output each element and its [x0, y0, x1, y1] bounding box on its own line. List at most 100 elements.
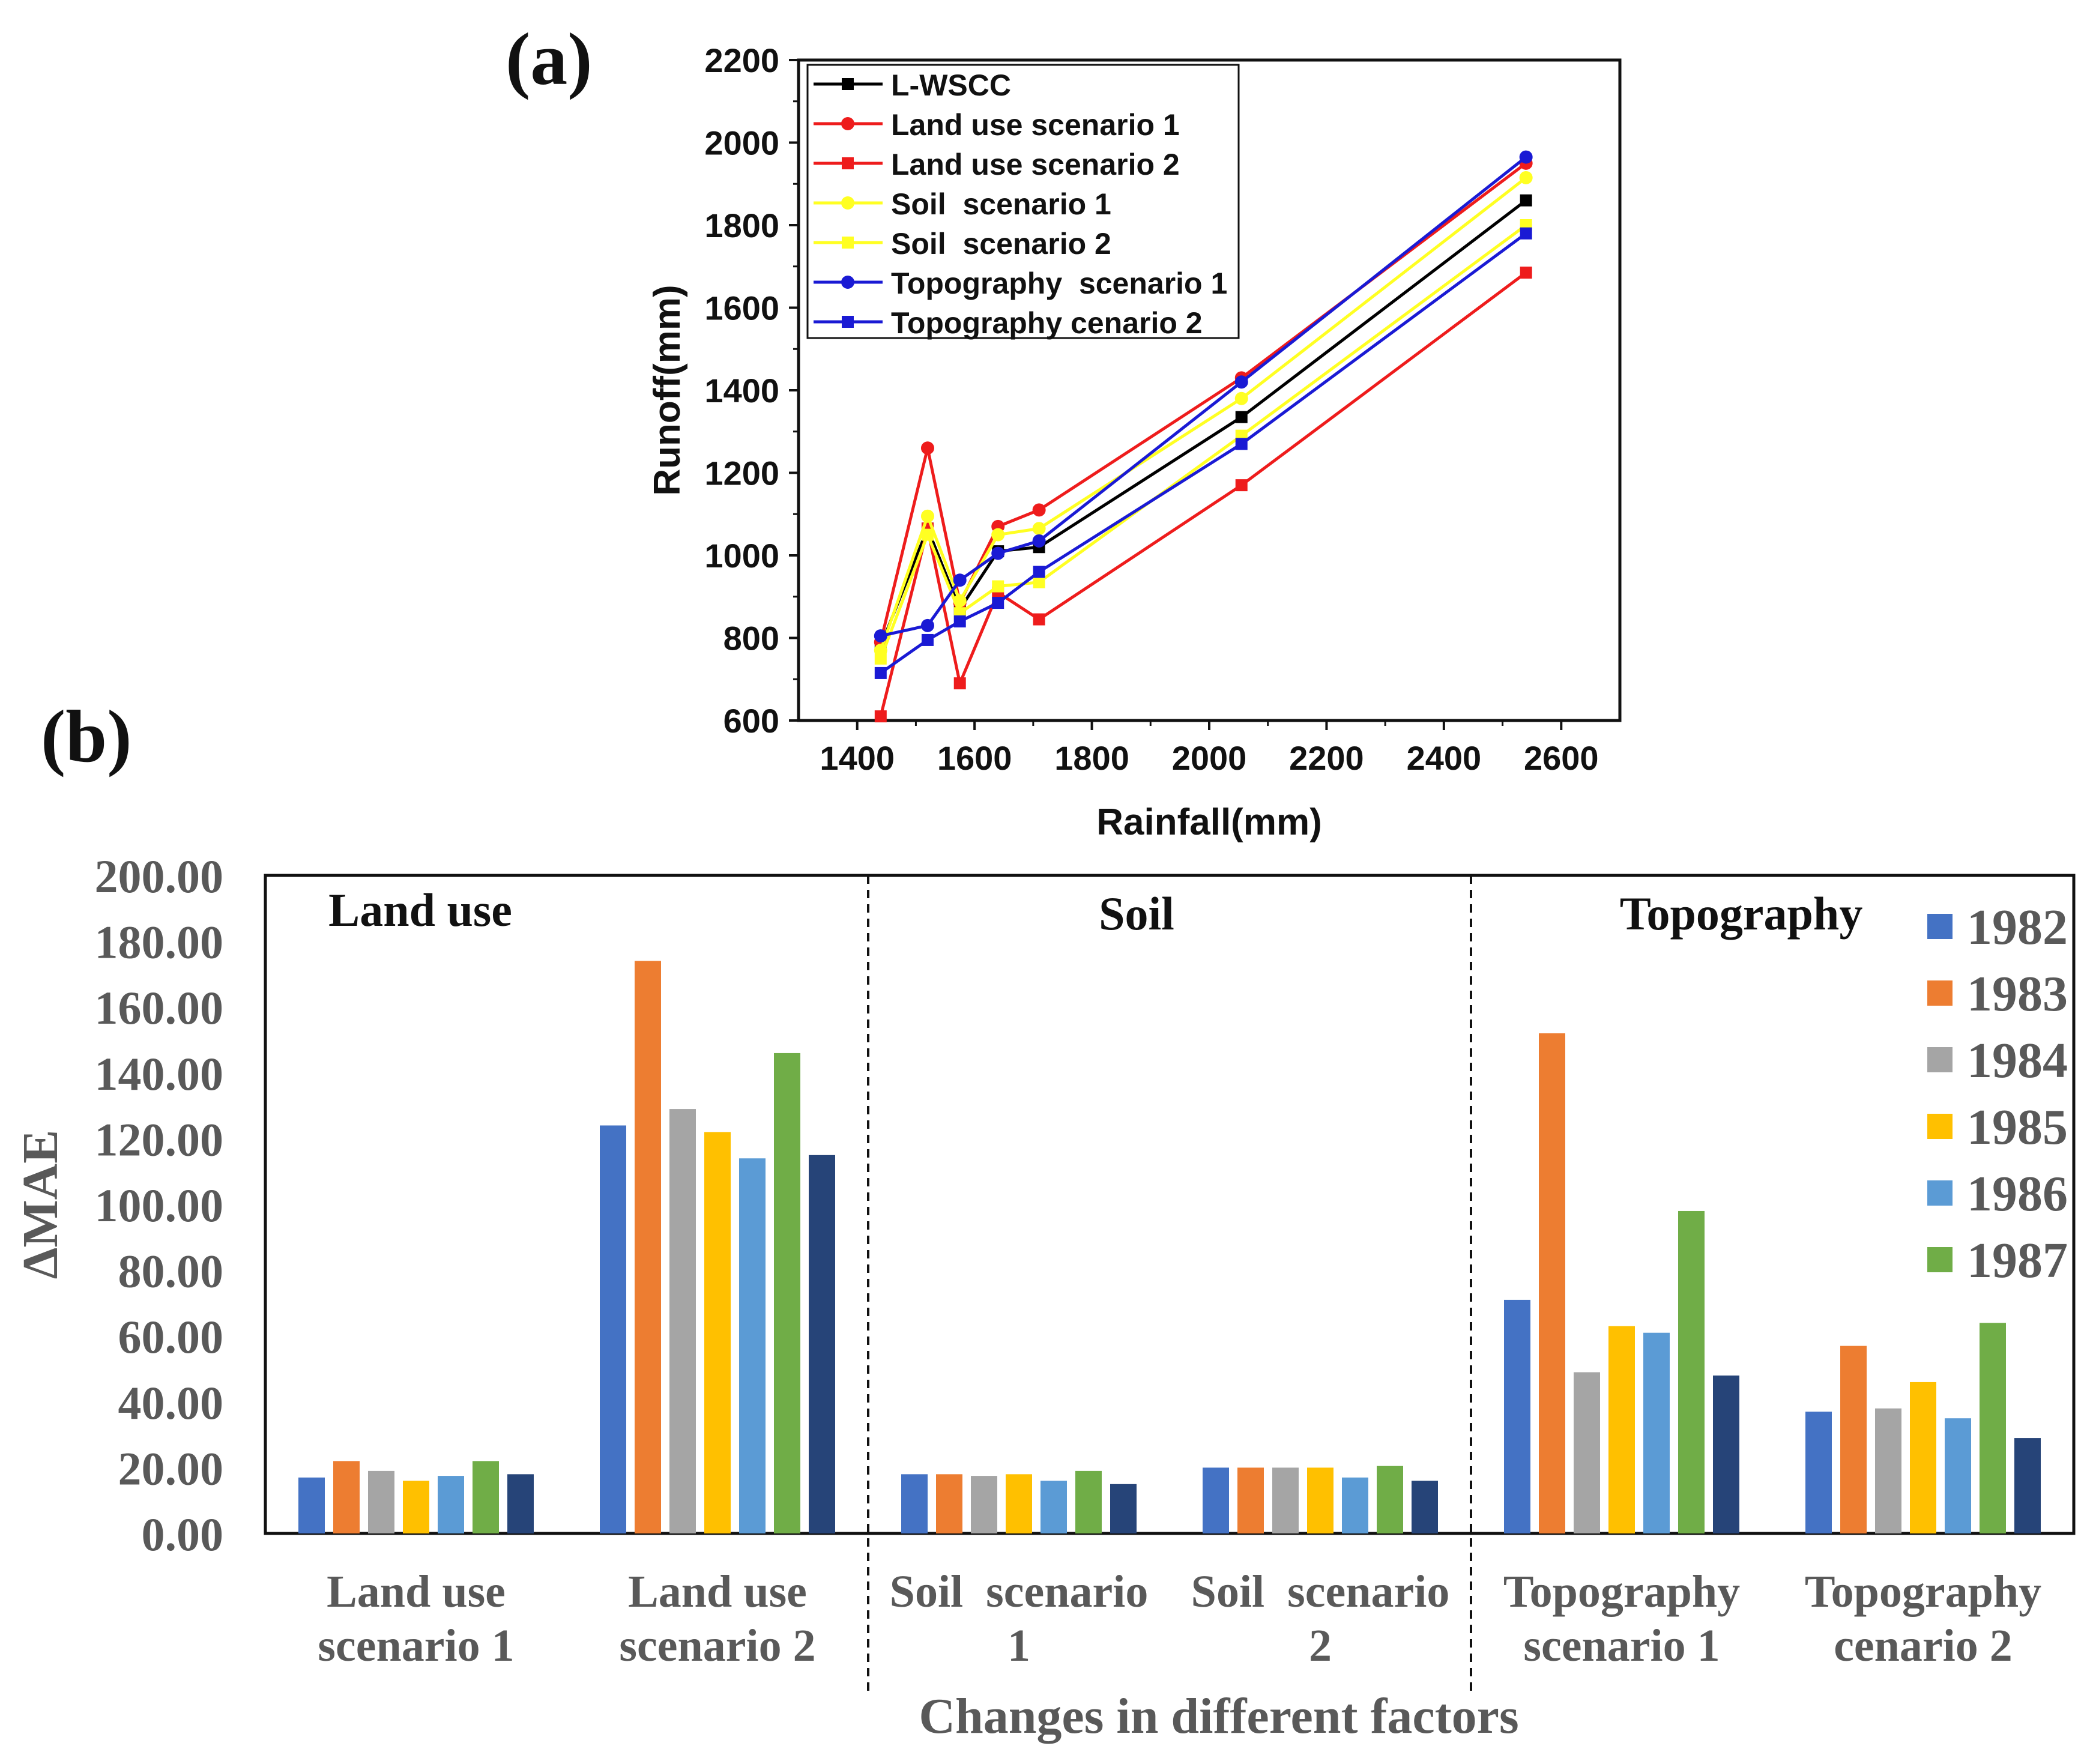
bar	[1678, 1210, 1705, 1533]
data-point-circle	[991, 528, 1005, 542]
category-label: 1	[1007, 1621, 1030, 1671]
data-point-square	[921, 633, 934, 646]
bar	[635, 961, 661, 1533]
y-tick-label-b: 100.00	[95, 1179, 224, 1231]
data-point-square	[874, 652, 887, 665]
bar	[739, 1158, 766, 1533]
bar	[1840, 1346, 1867, 1533]
bar	[2014, 1438, 2041, 1533]
data-point-circle	[920, 618, 934, 632]
data-point-circle	[1032, 534, 1046, 548]
legend-swatch	[1927, 1180, 1953, 1206]
legend-swatch	[1927, 1114, 1953, 1139]
legend-label: Topography scenario 1	[891, 267, 1227, 300]
x-tick-label-a: 2600	[1524, 739, 1599, 777]
group-label: Topography	[1620, 887, 1863, 940]
bar	[1875, 1408, 1901, 1533]
y-tick-label-a: 1600	[704, 289, 779, 327]
data-point-square	[1520, 227, 1532, 240]
bar	[600, 1125, 626, 1533]
legend-marker	[842, 237, 854, 249]
bar	[809, 1155, 835, 1533]
data-point-square	[1235, 438, 1248, 450]
group-labels-b: Land use Soil Topography	[328, 875, 1862, 1692]
legend-a: L-WSCC Land use scenario 1 Land use scenar…	[806, 64, 1240, 340]
data-point-square	[1520, 267, 1532, 279]
legend-label: Land use scenario 1	[891, 108, 1180, 142]
bar	[438, 1476, 464, 1533]
group-label: Land use	[328, 884, 512, 936]
x-tick-label-a: 1600	[937, 739, 1012, 777]
bar	[1980, 1323, 2006, 1533]
legend-label: 1985	[1967, 1099, 2068, 1155]
bar	[298, 1477, 325, 1533]
bar	[1203, 1467, 1229, 1533]
data-point-square	[1033, 566, 1045, 578]
data-point-square	[992, 597, 1004, 609]
series-lines-a	[874, 150, 1533, 723]
legend-label: 1987	[1967, 1233, 2068, 1288]
data-point-circle	[920, 441, 934, 455]
bar	[669, 1109, 696, 1533]
legend-marker	[842, 157, 854, 169]
legend-swatch	[1927, 1047, 1953, 1072]
axis-ticks-b: 0.00 20.00 40.00 60.00 80.00 100.00 120.00 140.…	[95, 850, 2042, 1671]
data-point-square	[953, 615, 966, 627]
legend-b: 1982 1983 1984 1985 1986 1987	[1927, 899, 2068, 1288]
y-tick-label-a: 1200	[704, 455, 779, 492]
y-tick-label-b: 20.00	[118, 1442, 224, 1494]
legend-marker	[841, 117, 854, 130]
y-tick-label-a: 1800	[704, 207, 779, 244]
legend-label: L-WSCC	[891, 68, 1011, 102]
data-point-square	[1033, 576, 1045, 588]
category-label: Land use	[327, 1566, 506, 1617]
bar	[1643, 1332, 1670, 1533]
category-label: scenario 1	[1523, 1621, 1720, 1671]
y-axis-label-b: ΔMAE	[13, 1130, 68, 1279]
legend-swatch	[1927, 914, 1953, 939]
legend-label: Topography cenario 2	[891, 306, 1203, 340]
x-tick-label-a: 2200	[1289, 739, 1364, 777]
y-tick-label-b: 40.00	[118, 1377, 224, 1429]
x-tick-label-a: 1800	[1054, 739, 1129, 777]
data-point-square	[992, 580, 1004, 593]
bar	[936, 1474, 962, 1533]
y-tick-label-b: 140.00	[95, 1048, 224, 1100]
data-point-circle	[1519, 171, 1533, 184]
legend-label: Soil scenario 2	[891, 227, 1111, 261]
bar	[403, 1481, 429, 1533]
legend-marker	[842, 316, 854, 328]
bar	[1412, 1481, 1438, 1533]
x-axis-label-b: Changes in different factors	[919, 1688, 1518, 1744]
y-axis-label-a: Runoff(mm)	[647, 285, 688, 495]
bar	[1237, 1467, 1264, 1533]
bar	[1075, 1470, 1102, 1533]
data-point-square	[1235, 479, 1248, 492]
y-tick-label-a: 800	[723, 620, 779, 657]
bar	[1910, 1382, 1936, 1533]
legend-swatch	[1927, 1247, 1953, 1272]
category-label: scenario 1	[318, 1621, 514, 1671]
bar	[1574, 1372, 1600, 1533]
runoff-line-chart: 1400 1600 1800 2000 2200 2400 2600 600 800 1000 12…	[647, 41, 1622, 843]
data-point-circle	[1234, 391, 1248, 405]
legend-label: 1986	[1967, 1166, 2068, 1222]
bar	[473, 1461, 499, 1533]
data-point-circle	[1519, 150, 1533, 164]
category-label: 2	[1309, 1621, 1332, 1671]
bar	[1713, 1375, 1739, 1533]
bar	[901, 1474, 928, 1533]
bar	[1006, 1474, 1032, 1533]
bar	[1945, 1418, 1971, 1533]
panel-label-a: (a)	[506, 18, 593, 100]
y-tick-label-b: 120.00	[95, 1113, 224, 1165]
data-point-square	[874, 710, 887, 723]
category-label: Topography	[1805, 1566, 2041, 1617]
y-tick-label-a: 2000	[704, 124, 779, 162]
legend-label: Land use scenario 2	[891, 148, 1180, 181]
bar	[1608, 1326, 1635, 1533]
bar	[1272, 1467, 1299, 1533]
data-point-circle	[953, 573, 967, 587]
bar	[1342, 1477, 1368, 1533]
legend-marker	[841, 196, 854, 210]
